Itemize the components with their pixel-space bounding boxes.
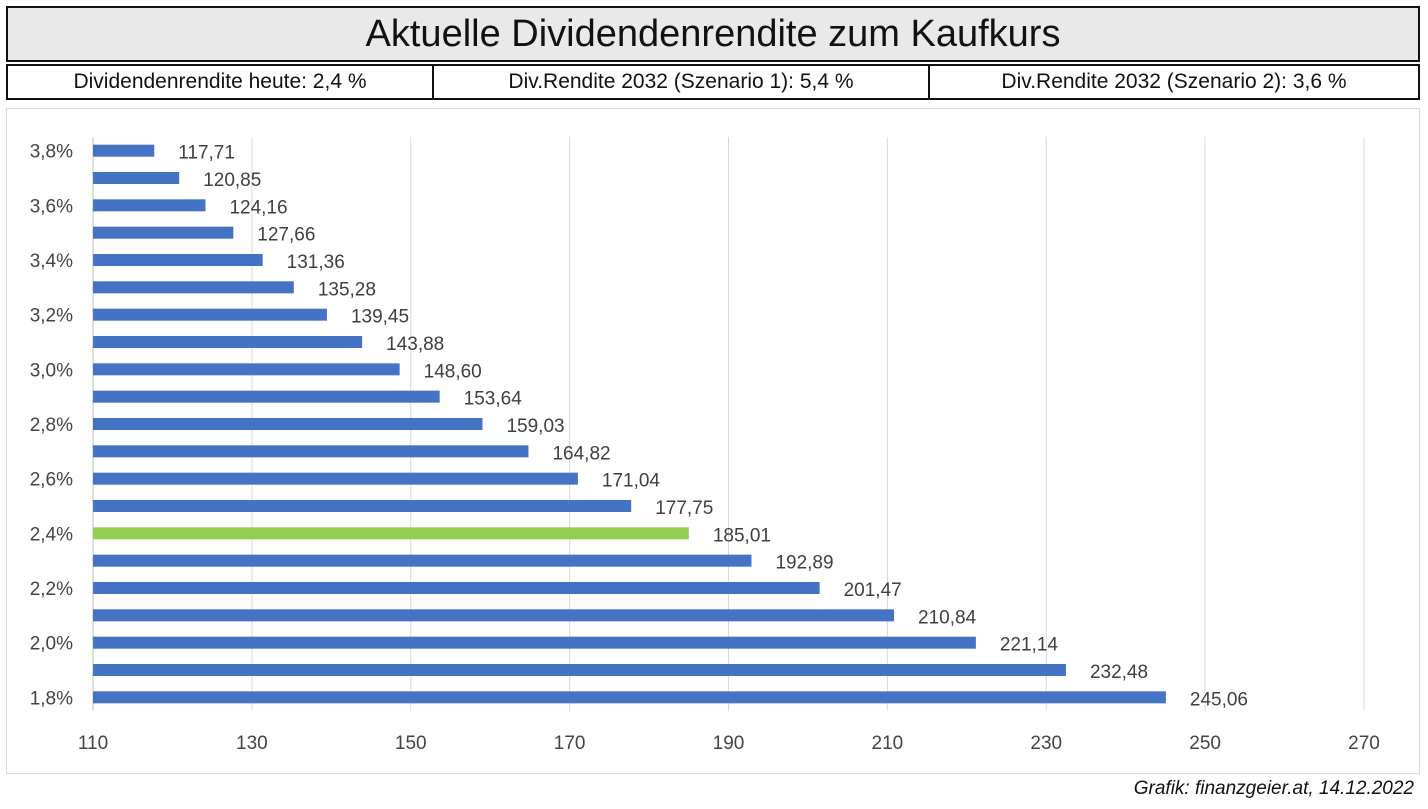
bar [93, 691, 1166, 704]
x-tick-label: 110 [78, 733, 108, 754]
bar-value-label: 245,06 [1190, 689, 1248, 710]
bar [93, 226, 234, 239]
y-tick-label: 2,6% [30, 470, 73, 491]
bar [93, 199, 206, 212]
bar-value-label: 221,14 [1000, 635, 1059, 656]
bar-chart: 110 130 150 170 190 210 230 250 270 117,71 3,8% 120… [30, 137, 1380, 754]
credit-note: Grafik: finanzgeier.at, 14.12.2022 [1133, 778, 1414, 799]
x-tick-label: 170 [554, 733, 586, 754]
chart-title: Aktuelle Dividendenrendite zum Kaufkurs [6, 6, 1420, 62]
stat-current-yield: Dividendenrendite heute: 2,4 % [73, 70, 367, 93]
bar [93, 336, 363, 348]
bar [93, 308, 327, 321]
bar-value-label: 120,85 [203, 170, 261, 191]
bar [93, 363, 400, 376]
bar [93, 390, 440, 403]
bar [93, 527, 689, 540]
bar-value-label: 192,89 [775, 553, 833, 574]
bar [93, 254, 263, 266]
bar-value-label: 148,60 [424, 361, 482, 382]
bar-value-label: 127,66 [257, 225, 315, 246]
x-tick-label: 270 [1348, 733, 1380, 754]
bar [93, 609, 895, 622]
chart-area: 110 130 150 170 190 210 230 250 270 117,71 3,8% 120… [6, 108, 1420, 774]
y-tick-label: 3,4% [30, 251, 73, 272]
x-tick-label: 210 [872, 733, 904, 754]
bar [93, 172, 180, 184]
bar [93, 582, 820, 594]
bar-value-label: 124,16 [229, 197, 287, 218]
bar [93, 636, 976, 649]
bar-value-label: 139,45 [351, 307, 409, 328]
bar-value-label: 159,03 [506, 416, 564, 437]
bar-value-label: 201,47 [844, 580, 902, 601]
bar-value-label: 210,84 [918, 607, 977, 628]
y-tick-label: 2,2% [30, 579, 73, 600]
y-tick-label: 2,0% [30, 634, 73, 655]
y-tick-label: 3,0% [30, 360, 73, 381]
x-tick-label: 130 [236, 733, 268, 754]
y-tick-label: 2,8% [30, 415, 73, 436]
x-tick-label: 190 [713, 733, 745, 754]
y-tick-label: 3,6% [30, 196, 73, 217]
bar-value-label: 131,36 [287, 252, 345, 273]
bar-value-label: 232,48 [1090, 662, 1148, 683]
y-tick-label: 3,8% [30, 142, 73, 163]
x-tick-label: 230 [1030, 733, 1062, 754]
bar-value-label: 164,82 [552, 443, 610, 464]
bar-value-label: 153,64 [464, 389, 523, 410]
x-tick-label: 250 [1189, 733, 1221, 754]
bar-value-label: 135,28 [318, 279, 376, 300]
bar-value-label: 185,01 [713, 525, 771, 546]
bar-value-label: 171,04 [602, 471, 661, 492]
bar-value-label: 117,71 [178, 143, 235, 164]
stats-row: Dividendenrendite heute: 2,4 % Div.Rendi… [6, 64, 1420, 100]
bar [93, 554, 752, 567]
stat-scenario-1-yield: Div.Rendite 2032 (Szenario 1): 5,4 % [432, 66, 928, 98]
bar [93, 472, 578, 485]
bar [93, 445, 529, 458]
bar [93, 281, 294, 294]
y-tick-label: 1,8% [30, 688, 73, 709]
bar-value-label: 143,88 [386, 334, 444, 355]
y-tick-label: 2,4% [30, 524, 73, 545]
stat-scenario-2-yield: Div.Rendite 2032 (Szenario 2): 3,6 % [928, 66, 1418, 98]
bar [93, 500, 632, 512]
bar [93, 664, 1066, 676]
y-tick-label: 3,2% [30, 306, 73, 327]
x-tick-label: 150 [395, 733, 427, 754]
bar-value-label: 177,75 [655, 498, 713, 519]
bar [93, 144, 155, 157]
bar [93, 418, 483, 430]
